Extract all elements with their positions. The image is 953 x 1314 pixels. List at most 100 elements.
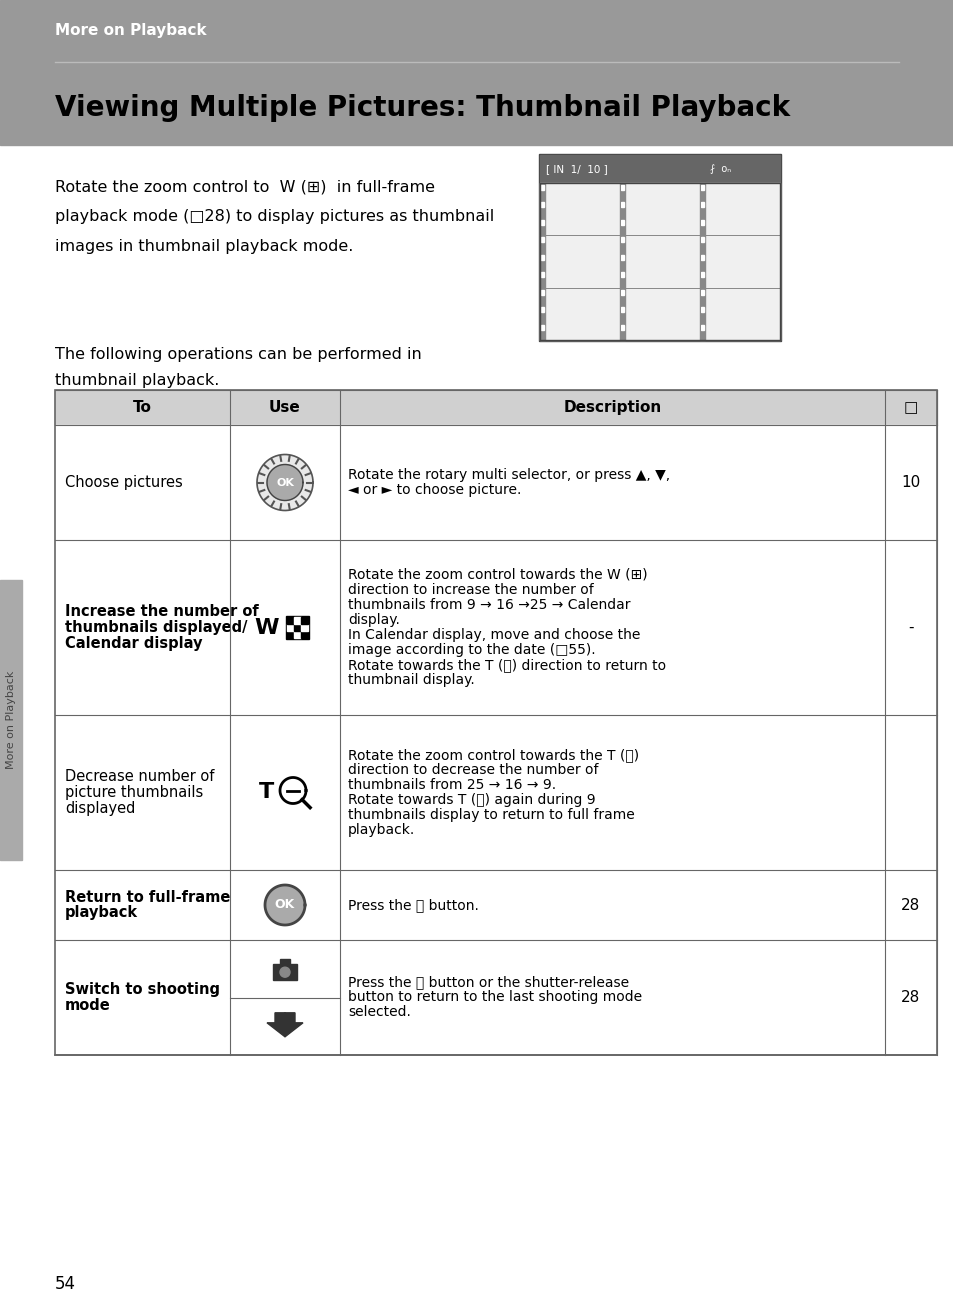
Polygon shape	[267, 1013, 303, 1037]
Text: OK: OK	[274, 899, 294, 912]
Text: mode: mode	[65, 999, 111, 1013]
Bar	[620, 255, 623, 260]
Bar	[287, 631, 294, 637]
Bar	[700, 289, 779, 339]
Text: Rotate the zoom control towards the T (Ⓣ): Rotate the zoom control towards the T (Ⓣ…	[348, 748, 639, 762]
Bar	[540, 307, 543, 313]
Text: Description: Description	[563, 399, 661, 415]
Bar	[301, 616, 308, 624]
Text: In Calendar display, move and choose the: In Calendar display, move and choose the	[348, 628, 639, 643]
Bar	[540, 202, 543, 208]
Text: thumbnail playback.: thumbnail playback.	[55, 373, 219, 389]
Bar	[700, 235, 780, 288]
Bar	[55, 715, 936, 870]
Bar	[620, 325, 623, 330]
Bar	[301, 631, 308, 637]
Bar	[700, 288, 780, 340]
Text: picture thumbnails: picture thumbnails	[65, 784, 203, 800]
Text: Switch to shooting: Switch to shooting	[65, 982, 220, 997]
Bar	[620, 184, 699, 234]
Bar	[700, 184, 779, 234]
Bar	[540, 255, 543, 260]
Bar	[619, 288, 624, 340]
Text: To: To	[132, 399, 152, 415]
Text: thumbnails display to return to full frame: thumbnails display to return to full fra…	[348, 808, 634, 823]
Polygon shape	[265, 886, 305, 925]
Text: thumbnails from 9 → 16 →25 → Calendar: thumbnails from 9 → 16 →25 → Calendar	[348, 598, 630, 612]
Text: ◄ or ► to choose picture.: ◄ or ► to choose picture.	[348, 484, 521, 497]
Bar	[273, 964, 296, 980]
Bar	[540, 219, 543, 225]
Bar	[540, 237, 618, 286]
Bar	[620, 289, 699, 339]
Text: Choose pictures: Choose pictures	[65, 474, 183, 490]
Bar	[700, 235, 704, 288]
Bar	[538, 154, 781, 342]
Bar	[700, 272, 703, 277]
Text: Use: Use	[269, 399, 300, 415]
Bar	[619, 183, 700, 235]
Bar	[620, 307, 623, 313]
Text: 28: 28	[901, 897, 920, 912]
Text: □: □	[902, 399, 917, 415]
Text: thumbnails from 25 → 16 → 9.: thumbnails from 25 → 16 → 9.	[348, 778, 556, 792]
Bar	[619, 288, 700, 340]
Bar	[539, 183, 544, 235]
Bar	[55, 870, 936, 940]
Text: -: -	[907, 620, 913, 635]
Bar	[700, 289, 703, 294]
Bar	[540, 325, 543, 330]
Text: Press the ⒪ button.: Press the ⒪ button.	[348, 897, 478, 912]
Polygon shape	[256, 455, 313, 511]
Text: images in thumbnail playback mode.: images in thumbnail playback mode.	[55, 239, 353, 255]
Text: playback.: playback.	[348, 823, 415, 837]
Text: ⨏  oₙ: ⨏ oₙ	[709, 164, 730, 173]
Text: More on Playback: More on Playback	[55, 22, 207, 38]
Text: More on Playback: More on Playback	[6, 671, 16, 769]
Bar	[700, 185, 703, 191]
Bar	[700, 183, 704, 235]
Text: T: T	[259, 783, 274, 803]
Bar	[294, 631, 301, 637]
Bar	[55, 540, 936, 715]
Circle shape	[280, 967, 290, 978]
Bar	[700, 219, 703, 225]
Bar	[539, 183, 780, 340]
Bar	[700, 288, 704, 340]
Text: playback: playback	[65, 905, 138, 921]
Text: Rotate the rotary multi selector, or press ▲, ▼,: Rotate the rotary multi selector, or pre…	[348, 468, 669, 482]
Bar	[287, 624, 294, 631]
Bar	[540, 184, 618, 234]
Bar	[700, 307, 703, 313]
Bar	[540, 272, 543, 277]
Bar	[619, 235, 624, 288]
Text: button to return to the last shooting mode: button to return to the last shooting mo…	[348, 991, 641, 1004]
Bar	[55, 390, 936, 424]
Text: Rotate the zoom control to  W (⊞)  in full-frame: Rotate the zoom control to W (⊞) in full…	[55, 180, 435, 194]
Bar	[0, 145, 953, 1314]
Bar	[539, 155, 780, 183]
Text: Return to full-frame: Return to full-frame	[65, 890, 230, 904]
Text: thumbnail display.: thumbnail display.	[348, 673, 475, 687]
Polygon shape	[267, 465, 303, 501]
Bar	[620, 272, 623, 277]
Text: 28: 28	[901, 989, 920, 1005]
Bar	[55, 390, 936, 1055]
Bar	[619, 183, 624, 235]
Bar	[620, 185, 623, 191]
Text: 10: 10	[901, 474, 920, 490]
Bar	[540, 238, 543, 242]
Text: W: W	[254, 618, 279, 637]
Text: Rotate towards T (Ⓣ) again during 9: Rotate towards T (Ⓣ) again during 9	[348, 794, 595, 807]
Text: direction to decrease the number of: direction to decrease the number of	[348, 763, 598, 777]
Bar	[539, 235, 544, 288]
Text: displayed: displayed	[65, 802, 135, 816]
Bar	[620, 237, 699, 286]
Bar	[539, 183, 619, 235]
Text: Rotate towards the T (Ⓣ) direction to return to: Rotate towards the T (Ⓣ) direction to re…	[348, 658, 665, 671]
Bar	[700, 237, 779, 286]
Bar	[540, 289, 543, 294]
Text: image according to the date (□55).: image according to the date (□55).	[348, 643, 595, 657]
Text: thumbnails displayed/: thumbnails displayed/	[65, 620, 247, 635]
Text: The following operations can be performed in: The following operations can be performe…	[55, 347, 421, 363]
